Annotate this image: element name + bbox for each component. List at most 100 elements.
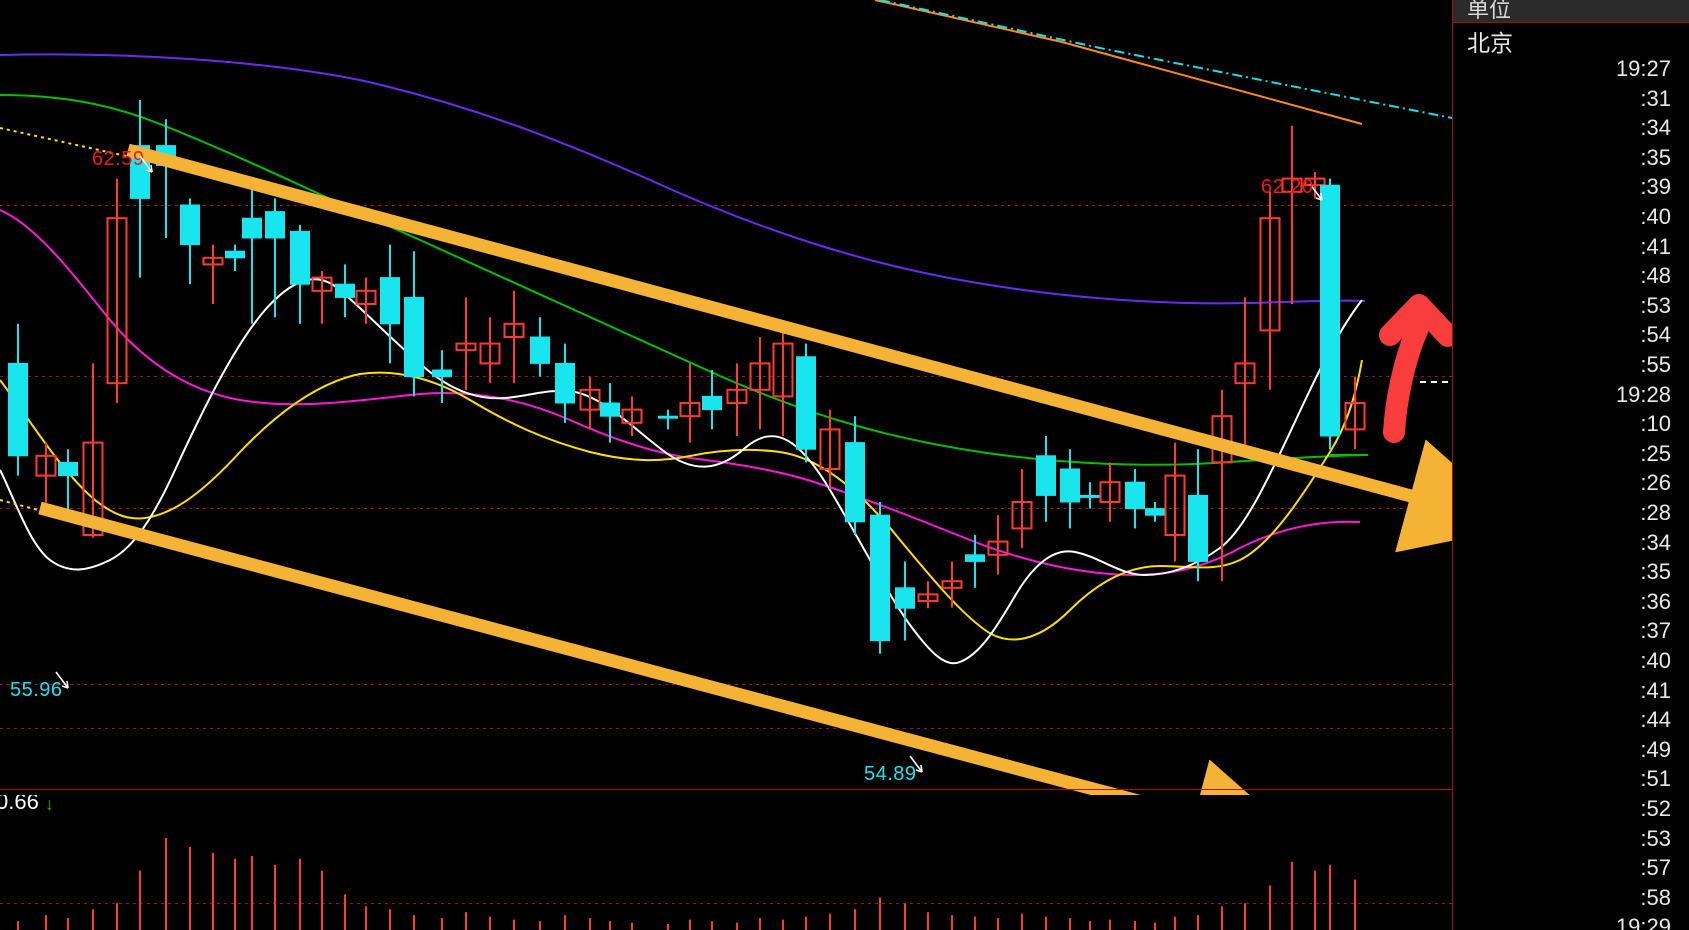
time-tick-row[interactable]: :34: [1640, 115, 1671, 141]
time-tick-row[interactable]: :28: [1640, 500, 1671, 525]
candlestick[interactable]: [311, 271, 333, 324]
candlestick[interactable]: [242, 178, 262, 324]
candlestick[interactable]: [600, 383, 620, 443]
pointer-62-59: [139, 155, 153, 173]
candlestick[interactable]: [870, 502, 890, 654]
candlestick[interactable]: [1344, 376, 1366, 450]
time-tick-row[interactable]: :36: [1640, 588, 1671, 614]
candlestick[interactable]: [225, 244, 245, 271]
candlestick[interactable]: [658, 409, 678, 430]
candlestick[interactable]: [726, 363, 748, 436]
candlestick[interactable]: [503, 290, 525, 384]
candlestick[interactable]: [1234, 297, 1256, 456]
chart-canvas[interactable]: 62.59 62.20 55.96 54.89 0.66 ↓: [0, 0, 1452, 930]
candlestick[interactable]: [8, 323, 28, 476]
time-tick-row[interactable]: :57: [1640, 855, 1671, 881]
time-tick-row[interactable]: :44: [1640, 707, 1671, 733]
candlestick[interactable]: [1320, 178, 1340, 450]
time-tick-row[interactable]: :35: [1640, 144, 1671, 170]
pointer-55-96: [55, 671, 69, 689]
time-tick-row[interactable]: :48: [1640, 263, 1671, 289]
candlestick[interactable]: [265, 198, 285, 318]
candlestick[interactable]: [82, 363, 104, 538]
time-tick-row[interactable]: :10: [1640, 411, 1671, 437]
candlestick[interactable]: [180, 198, 200, 285]
candlestick[interactable]: [702, 370, 722, 430]
candlestick[interactable]: [965, 535, 985, 588]
time-tick-row[interactable]: 19:29: [1615, 914, 1671, 930]
time-tick-row[interactable]: :41: [1640, 233, 1671, 259]
candlestick-layer[interactable]: [0, 0, 1452, 795]
ma-orange-line: [874, 0, 1363, 125]
time-tick-row[interactable]: :53: [1640, 292, 1671, 318]
candlestick[interactable]: [1011, 469, 1033, 549]
candlestick[interactable]: [1259, 191, 1281, 390]
candlestick[interactable]: [432, 350, 452, 403]
gridline: [0, 728, 1452, 729]
annotation-62-20: 62.20: [1261, 176, 1314, 198]
price-pane[interactable]: 62.59 62.20 55.96 54.89: [0, 0, 1452, 795]
candlestick[interactable]: [380, 244, 400, 364]
drawing-layer[interactable]: [0, 0, 1452, 795]
candlestick[interactable]: [749, 337, 771, 430]
candlestick[interactable]: [845, 416, 865, 535]
candlestick[interactable]: [941, 561, 963, 608]
time-tick-row[interactable]: :53: [1640, 825, 1671, 851]
candlestick[interactable]: [455, 297, 477, 390]
candlestick[interactable]: [355, 277, 377, 324]
time-tick-row[interactable]: :58: [1640, 884, 1671, 910]
candlestick[interactable]: [579, 376, 601, 430]
panel-header: 单位: [1453, 0, 1689, 23]
candlestick[interactable]: [1036, 436, 1056, 522]
candlestick[interactable]: [479, 317, 501, 384]
time-tick-row[interactable]: :25: [1640, 440, 1671, 466]
time-tick-row[interactable]: :40: [1640, 204, 1671, 229]
candlestick[interactable]: [1060, 449, 1080, 529]
time-tick-row[interactable]: :40: [1640, 648, 1671, 673]
current-price-dash-marker: [1420, 381, 1452, 383]
time-tick-row[interactable]: :55: [1640, 352, 1671, 377]
time-tick-row[interactable]: :54: [1640, 322, 1671, 348]
candlestick[interactable]: [1164, 442, 1186, 562]
candlestick[interactable]: [1281, 125, 1303, 304]
candlestick[interactable]: [202, 244, 224, 304]
time-tick-row[interactable]: :37: [1640, 618, 1671, 644]
candlestick[interactable]: [895, 561, 915, 641]
pointer-62-20-head: [1315, 192, 1323, 201]
candlestick[interactable]: [335, 264, 355, 318]
candlestick[interactable]: [796, 343, 816, 463]
candlestick[interactable]: [987, 515, 1009, 575]
time-tick-row[interactable]: 19:28: [1615, 381, 1671, 407]
pane-separator: [0, 789, 1452, 790]
candlestick[interactable]: [1304, 172, 1326, 199]
candlestick[interactable]: [819, 409, 841, 489]
candlestick[interactable]: [555, 343, 575, 423]
time-tick-row[interactable]: 19:27: [1615, 56, 1671, 81]
candlestick[interactable]: [530, 317, 550, 377]
time-tick-row[interactable]: :31: [1640, 85, 1671, 111]
time-tick-row[interactable]: :52: [1640, 796, 1671, 821]
time-tick-row[interactable]: :39: [1640, 174, 1671, 200]
gridline: [0, 508, 1452, 509]
time-tick-row[interactable]: :35: [1640, 559, 1671, 585]
candlestick[interactable]: [1099, 462, 1121, 522]
candlestick[interactable]: [1188, 449, 1208, 582]
time-tick-row[interactable]: :41: [1640, 677, 1671, 703]
time-tick-row[interactable]: :51: [1640, 766, 1671, 792]
candlestick[interactable]: [404, 251, 424, 397]
candlestick[interactable]: [772, 323, 794, 436]
downtrend-lower-line: [38, 501, 1308, 795]
moving-average-layer: [0, 0, 1452, 795]
time-tick-panel[interactable]: 单位 北京 19:27:31:34:35:39:40:41:48:53:54:5…: [1452, 0, 1689, 930]
candlestick[interactable]: [106, 178, 128, 403]
candlestick[interactable]: [1125, 469, 1145, 529]
time-tick-row[interactable]: :34: [1640, 529, 1671, 555]
candlestick[interactable]: [290, 224, 310, 324]
breakout-arrow-icon: [1379, 294, 1452, 443]
volume-pane[interactable]: 0.66 ↓: [0, 795, 1452, 930]
time-tick-row[interactable]: :49: [1640, 736, 1671, 762]
candlestick[interactable]: [917, 581, 939, 609]
time-tick-row[interactable]: :26: [1640, 470, 1671, 496]
candlestick[interactable]: [621, 396, 643, 436]
candlestick[interactable]: [679, 363, 701, 443]
